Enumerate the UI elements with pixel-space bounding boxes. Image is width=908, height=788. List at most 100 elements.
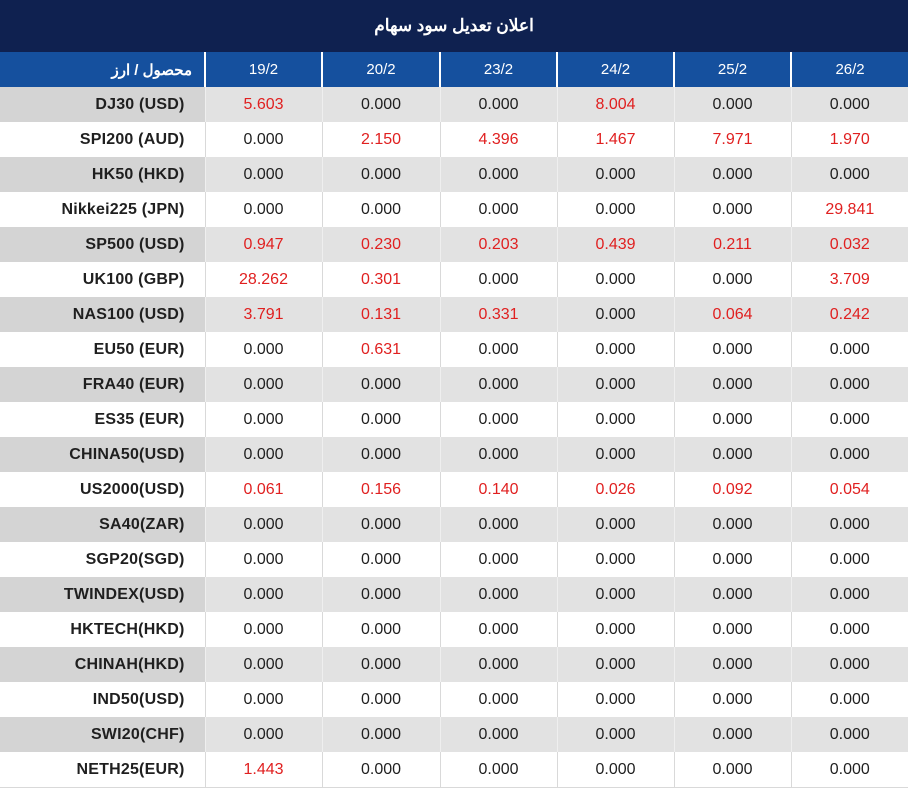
dividend-value-cell: 0.000: [556, 437, 674, 472]
table-row: DJ30 (USD) 5.603 0.000 0.000 8.004 0.000 0.000: [0, 87, 908, 122]
dividend-value-cell: 0.000: [204, 157, 322, 192]
column-header-date-3: 23/2: [439, 52, 557, 87]
dividend-value-cell: 0.331: [439, 297, 557, 332]
dividend-value-cell: 0.000: [790, 717, 908, 752]
dividend-value-cell: 0.301: [321, 262, 440, 297]
dividend-value-cell: 0.000: [321, 402, 440, 437]
dividend-value-cell: 0.000: [321, 542, 440, 577]
dividend-value-cell: 0.000: [790, 402, 908, 437]
instrument-label: US2000(USD): [80, 480, 185, 498]
dividend-value-cell: 1.970: [790, 122, 908, 157]
dividend-value-cell: 0.000: [321, 682, 440, 717]
dividend-value-cell: 3.791: [204, 297, 322, 332]
dividend-value-cell: 0.000: [439, 402, 557, 437]
dividend-value-cell: 0.000: [556, 402, 674, 437]
dividend-value-cell: 0.000: [439, 612, 557, 647]
dividend-value-cell: 0.230: [321, 227, 440, 262]
dividend-value-cell: 0.000: [204, 332, 322, 367]
dividend-value-cell: 0.000: [439, 647, 557, 682]
dividend-value-cell: 0.092: [673, 472, 791, 507]
dividend-value-cell: 0.000: [673, 157, 791, 192]
dividend-value-cell: 0.000: [556, 157, 674, 192]
page-title: اعلان تعديل سود سهام: [0, 0, 908, 52]
table-row: NAS100 (USD) 3.791 0.131 0.331 0.000 0.064 0.2…: [0, 297, 908, 332]
dividend-value-cell: 0.131: [321, 297, 440, 332]
instrument-label: CHINA50(USD): [0, 437, 205, 472]
dividend-value-cell: 0.000: [439, 682, 557, 717]
dividend-value-cell: 0.000: [673, 507, 791, 542]
dividend-value-cell: 0.000: [673, 192, 791, 227]
dividend-value-cell: 0.242: [790, 297, 908, 332]
dividend-value-cell: 7.971: [673, 122, 791, 157]
dividend-value-cell: 2.150: [321, 122, 440, 157]
table-row: HKTECH(HKD) 0.000 0.000 0.000 0.000 0.000 0.00…: [0, 612, 908, 647]
dividend-value-cell: 0.000: [556, 192, 674, 227]
dividend-value-cell: 0.203: [439, 227, 557, 262]
dividend-value-cell: 0.000: [790, 437, 908, 472]
dividend-value-cell: 0.054: [790, 472, 908, 507]
table-row: HK50 (HKD) 0.000 0.000 0.000 0.000 0.000 0.000: [0, 157, 908, 192]
dividend-value-cell: 0.000: [204, 402, 322, 437]
table-row: SPI200 (AUD) 0.000 2.150 4.396 1.467 7.971 1.9…: [0, 122, 908, 157]
dividend-value-cell: 0.000: [321, 577, 440, 612]
dividend-value-cell: 0.000: [321, 717, 440, 752]
dividend-value-cell: 5.603: [204, 87, 322, 122]
dividend-value-cell: 0.000: [439, 437, 557, 472]
dividend-value-cell: 0.000: [790, 612, 908, 647]
dividend-value-cell: 0.000: [556, 367, 674, 402]
dividend-value-cell: 29.841: [790, 192, 908, 227]
table-row: FRA40 (EUR) 0.000 0.000 0.000 0.000 0.000 0.00…: [0, 367, 908, 402]
dividend-value-cell: 0.631: [321, 332, 440, 367]
dividend-value-cell: 8.004: [556, 87, 674, 122]
dividend-value-cell: 0.000: [790, 507, 908, 542]
instrument-label: ES35 (EUR): [94, 410, 185, 428]
dividend-value-cell: 0.000: [556, 752, 674, 788]
dividend-value-cell: 0.000: [790, 367, 908, 402]
table-row: SA40(ZAR) 0.000 0.000 0.000 0.000 0.000 0.000: [0, 507, 908, 542]
table-row: EU50 (EUR) 0.000 0.631 0.000 0.000 0.000 0.000: [0, 332, 908, 367]
dividend-value-cell: 0.000: [204, 367, 322, 402]
dividend-value-cell: 0.000: [439, 192, 557, 227]
table-row: SGP20(SGD) 0.000 0.000 0.000 0.000 0.000 0.000: [0, 542, 908, 577]
instrument-label: EU50 (EUR): [93, 340, 185, 358]
dividend-value-cell: 0.000: [556, 577, 674, 612]
dividend-value-cell: 0.000: [321, 752, 440, 788]
dividend-value-cell: 0.000: [321, 647, 440, 682]
dividend-value-cell: 0.061: [204, 472, 322, 507]
dividend-value-cell: 0.000: [673, 367, 791, 402]
table-body: DJ30 (USD) 5.603 0.000 0.000 8.004 0.000 0.000…: [0, 87, 908, 788]
dividend-value-cell: 0.000: [673, 612, 791, 647]
dividend-value-cell: 0.000: [673, 402, 791, 437]
dividend-value-cell: 0.000: [204, 647, 322, 682]
dividend-value-cell: 0.000: [673, 87, 791, 122]
dividend-value-cell: 0.000: [556, 297, 674, 332]
column-header-date-4: 24/2: [556, 52, 674, 87]
instrument-label: SGP20(SGD): [85, 550, 185, 568]
instrument-label: Nikkei225 (JPN): [61, 200, 185, 218]
dividend-value-cell: 0.000: [790, 332, 908, 367]
dividend-value-cell: 0.000: [439, 367, 557, 402]
table-row: ES35 (EUR) 0.000 0.000 0.000 0.000 0.000 0.000: [0, 402, 908, 437]
dividend-value-cell: 0.000: [321, 192, 440, 227]
dividend-value-cell: 0.000: [321, 612, 440, 647]
table-row: Nikkei225 (JPN) 0.000 0.000 0.000 0.000 0.000…: [0, 192, 908, 227]
dividend-value-cell: 3.709: [790, 262, 908, 297]
dividend-value-cell: 0.000: [204, 682, 322, 717]
dividend-value-cell: 0.000: [439, 577, 557, 612]
dividend-value-cell: 0.000: [321, 507, 440, 542]
table-row: UK100 (GBP) 28.262 0.301 0.000 0.000 0.000 3.7…: [0, 262, 908, 297]
dividend-value-cell: 0.000: [556, 717, 674, 752]
dividend-value-cell: 0.000: [790, 157, 908, 192]
column-header-date-2: 20/2: [321, 52, 440, 87]
dividend-value-cell: 0.000: [673, 262, 791, 297]
dividend-value-cell: 0.000: [204, 192, 322, 227]
dividend-value-cell: 0.000: [556, 262, 674, 297]
dividend-value-cell: 0.000: [556, 542, 674, 577]
instrument-label: IND50(USD): [92, 690, 185, 708]
dividend-value-cell: 4.396: [439, 122, 557, 157]
instrument-label: SA40(ZAR): [0, 507, 205, 542]
dividend-value-cell: 0.000: [673, 647, 791, 682]
dividend-value-cell: 0.064: [673, 297, 791, 332]
instrument-label: NAS100 (USD): [0, 297, 205, 332]
dividend-value-cell: 0.000: [556, 682, 674, 717]
